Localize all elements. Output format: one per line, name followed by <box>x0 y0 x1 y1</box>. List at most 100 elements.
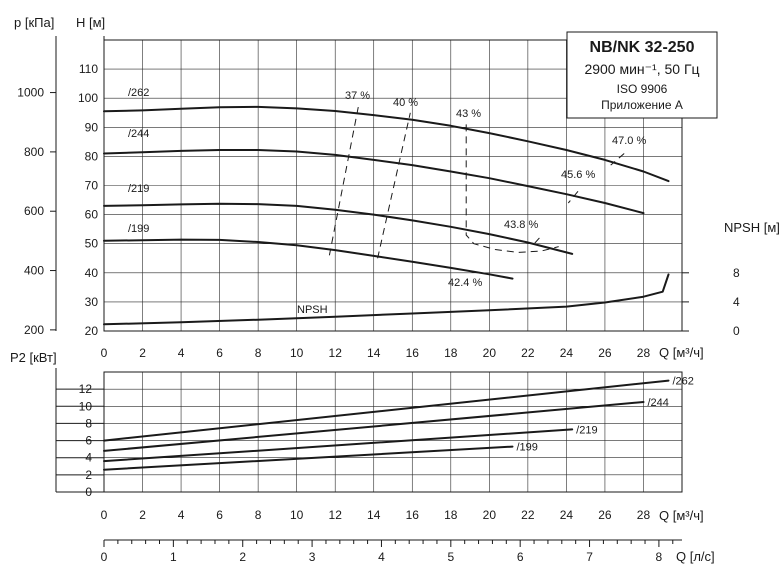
power-plot-frame <box>103 371 683 493</box>
q-tick-label: 22 <box>521 508 535 522</box>
npsh-tick-label: 8 <box>733 266 740 280</box>
power-tick-label: 8 <box>85 416 92 430</box>
series-label: /244 <box>128 128 149 140</box>
pressure-tick-label: 1000 <box>17 86 44 100</box>
q-tick-label: 14 <box>367 346 381 360</box>
power-curve-219 <box>103 428 574 463</box>
efficiency-label: 40 % <box>393 97 418 109</box>
head-tick-label: 70 <box>85 179 99 193</box>
efficiency-line <box>377 112 411 259</box>
q-tick-label: 0 <box>101 508 108 522</box>
axis-title-q-top: Q [м³/ч] <box>659 345 704 360</box>
axis-title-h: H [м] <box>76 15 105 30</box>
q-tick-label: 22 <box>521 346 535 360</box>
head-tick-label: 80 <box>85 149 99 163</box>
q-tick-label: 28 <box>637 508 651 522</box>
efficiency-line <box>567 190 579 204</box>
q-tick-label: 2 <box>139 508 146 522</box>
series-label: /199 <box>128 223 149 235</box>
head-tick-label: 50 <box>85 237 99 251</box>
power-series-label: /244 <box>647 397 668 409</box>
chart-note-annex: Приложение A <box>601 98 683 112</box>
efficiency-label: 45.6 % <box>561 169 595 181</box>
efficiency-label: 37 % <box>345 90 370 102</box>
head-tick-label: 60 <box>85 208 99 222</box>
q-tick-label: 6 <box>216 508 223 522</box>
pressure-tick-label: 200 <box>24 323 44 337</box>
q-tick-label: 4 <box>178 346 185 360</box>
q-tick-label: 0 <box>101 346 108 360</box>
ls-tick-label: 6 <box>517 550 524 564</box>
npsh-tick-label: 0 <box>733 324 740 338</box>
curve-199 <box>103 238 514 280</box>
power-series-label: /199 <box>516 442 537 454</box>
series-label: /219 <box>128 183 149 195</box>
q-tick-label: 24 <box>560 508 574 522</box>
series-label: /262 <box>128 87 149 99</box>
power-curve-244 <box>103 401 645 452</box>
efficiency-label: 47.0 % <box>612 135 646 147</box>
q-tick-label: 12 <box>329 508 343 522</box>
q-tick-label: 16 <box>406 346 420 360</box>
efficiency-label: 43.8 % <box>504 219 538 231</box>
axis-title-p: p [кПа] <box>14 15 54 30</box>
power-tick-label: 4 <box>85 451 92 465</box>
npsh-tick-label: 4 <box>733 295 740 309</box>
ls-tick-label: 2 <box>239 550 246 564</box>
efficiency-line <box>328 106 359 256</box>
series-label: NPSH <box>297 304 328 316</box>
ls-tick-label: 3 <box>309 550 316 564</box>
efficiency-line <box>531 237 540 247</box>
power-tick-label: 2 <box>85 468 92 482</box>
power-tick-label: 0 <box>85 485 92 499</box>
head-tick-label: 40 <box>85 266 99 280</box>
axis-title-q-power: Q [м³/ч] <box>659 508 704 523</box>
head-tick-label: 110 <box>79 62 98 76</box>
q-tick-label: 26 <box>598 508 612 522</box>
axis-title-p2: P2 [кВт] <box>10 350 57 365</box>
q-tick-label: 14 <box>367 508 381 522</box>
q-tick-label: 8 <box>255 508 262 522</box>
power-tick-label: 12 <box>79 382 93 396</box>
power-curve-199 <box>103 445 514 471</box>
curve-219 <box>103 202 574 255</box>
axis-title-q-ls: Q [л/с] <box>676 549 715 564</box>
pressure-tick-label: 800 <box>24 145 44 159</box>
q-tick-label: 8 <box>255 346 262 360</box>
head-tick-label: 90 <box>85 120 99 134</box>
q-tick-label: 28 <box>637 346 651 360</box>
ls-tick-label: 8 <box>656 550 663 564</box>
q-tick-label: 10 <box>290 346 304 360</box>
pressure-tick-label: 600 <box>24 204 44 218</box>
power-series-label: /262 <box>673 376 694 388</box>
ls-tick-label: 7 <box>586 550 593 564</box>
q-tick-label: 12 <box>329 346 343 360</box>
pressure-tick-label: 400 <box>24 264 44 278</box>
efficiency-label: 43 % <box>456 108 481 120</box>
curve-npsh <box>103 273 670 326</box>
curve-262 <box>103 105 670 183</box>
power-tick-label: 10 <box>79 399 93 413</box>
ls-tick-label: 0 <box>101 550 108 564</box>
q-tick-label: 18 <box>444 508 458 522</box>
q-tick-label: 2 <box>139 346 146 360</box>
chart-subtitle: 2900 мин⁻¹, 50 Гц <box>584 61 699 77</box>
efficiency-line <box>465 124 559 253</box>
chart-info-box <box>566 31 718 119</box>
q-tick-label: 18 <box>444 346 458 360</box>
q-tick-label: 4 <box>178 508 185 522</box>
power-curve-262 <box>103 379 670 442</box>
head-tick-label: 100 <box>78 91 98 105</box>
q-tick-label: 20 <box>483 508 497 522</box>
q-tick-label: 6 <box>216 346 223 360</box>
chart-title: NB/NK 32-250 <box>590 39 695 56</box>
ls-tick-label: 4 <box>378 550 385 564</box>
power-tick-label: 6 <box>85 434 92 448</box>
power-series-label: /219 <box>576 424 597 436</box>
efficiency-label: 42.4 % <box>448 277 482 289</box>
head-tick-label: 30 <box>85 295 99 309</box>
axis-title-npsh: NPSH [м] <box>724 220 779 235</box>
ls-tick-label: 5 <box>447 550 454 564</box>
head-tick-label: 20 <box>85 324 99 338</box>
